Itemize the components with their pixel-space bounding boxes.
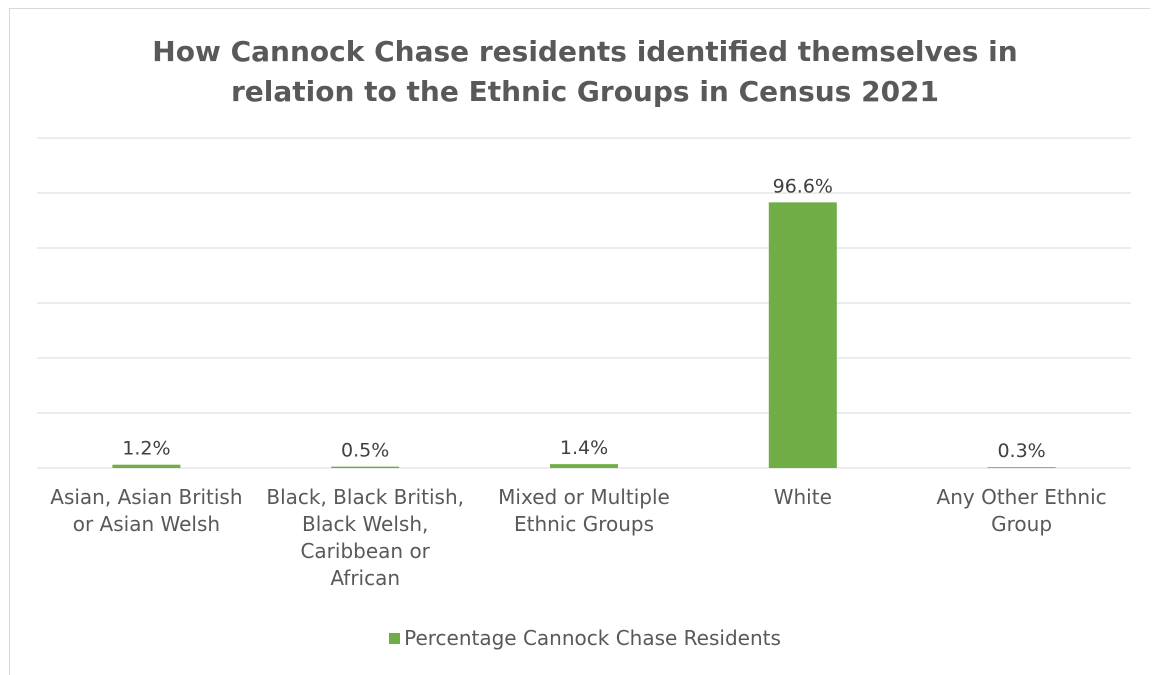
x-tick-label: Black, Black British, Black Welsh, Caribbe… (255, 484, 475, 592)
x-tick-label-line: Any Other Ethnic (936, 485, 1107, 509)
chart-title: How Cannock Chase residents identified t… (0, 32, 1152, 112)
chart-title-line-1: How Cannock Chase residents identified t… (152, 35, 1018, 68)
x-tick-label-line: Black Welsh, (301, 512, 429, 536)
chart-area (9, 8, 1150, 675)
bar (331, 466, 400, 468)
data-label: 0.3% (997, 440, 1045, 462)
gridlines (37, 137, 1131, 469)
data-label: 1.4% (560, 437, 608, 459)
x-tick-label-line: Asian, Asian British (50, 485, 243, 509)
x-tick-label: White (693, 484, 913, 511)
x-tick-label-line: Caribbean or (300, 539, 430, 563)
bars (112, 202, 1056, 468)
x-tick-label-line: Black, Black British, (266, 485, 465, 509)
bar (768, 202, 837, 468)
legend-swatch (389, 633, 401, 644)
data-label: 96.6% (773, 175, 833, 197)
x-tick-label-line: African (330, 566, 401, 590)
x-tick-label-line: Ethnic Groups (513, 512, 655, 536)
x-tick-label-line: or Asian Welsh (72, 512, 221, 536)
legend: Percentage Cannock Chase Residents (0, 624, 1152, 652)
x-tick-label: Asian, Asian British or Asian Welsh (36, 484, 256, 538)
bar (112, 464, 181, 468)
x-tick-label-line: Mixed or Multiple (498, 485, 670, 509)
x-tick-label: Any Other Ethnic Group (912, 484, 1132, 538)
chart-title-line-2: relation to the Ethnic Groups in Census … (230, 75, 940, 108)
data-labels: 1.2% 0.5% 1.4% 96.6% 0.3% (122, 175, 1045, 462)
x-tick-label-line: Group (991, 512, 1053, 536)
legend-label: Percentage Cannock Chase Residents (404, 626, 781, 650)
data-label: 0.5% (341, 440, 389, 462)
x-tick-label-line: White (773, 485, 832, 509)
data-label: 1.2% (122, 438, 170, 460)
x-tick-label: Mixed or Multiple Ethnic Groups (474, 484, 694, 538)
bar (550, 464, 618, 468)
bar (987, 467, 1056, 468)
